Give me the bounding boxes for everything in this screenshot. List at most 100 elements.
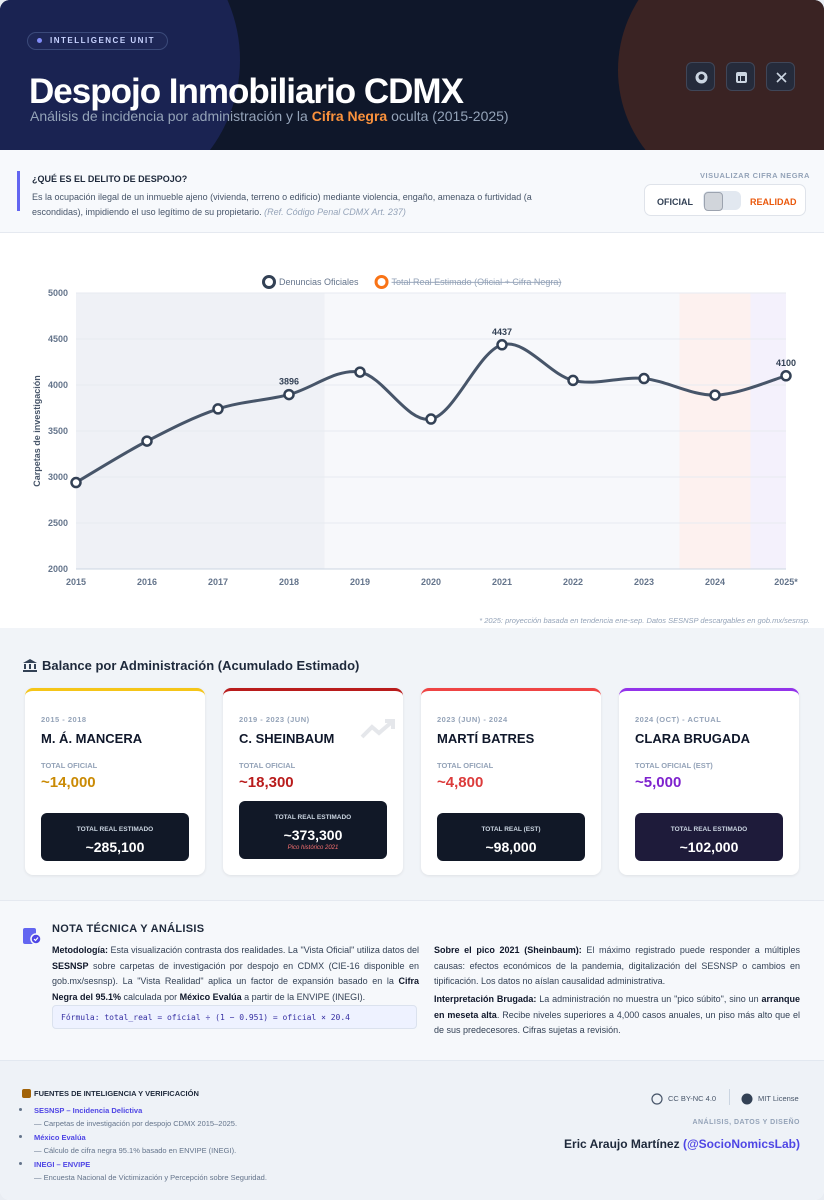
subtitle-text: Análisis de incidencia por administració…	[30, 108, 308, 124]
x-tick-label: 2018	[279, 577, 299, 587]
y-tick-label: 2000	[48, 564, 68, 574]
badge: INTELLIGENCE UNIT	[27, 32, 169, 50]
note-icon	[23, 928, 42, 945]
decor-circle	[0, 0, 240, 150]
credit-label: ANÁLISIS, DATOS Y DISEÑO	[692, 1119, 800, 1126]
y-axis-title: Carpetas de investigación	[32, 375, 42, 487]
legend-label: Total Real Estimado (Oficial + Cifra Neg…	[392, 277, 562, 287]
chart-section: 2000 2500 3000 3500 4000 4500 5000 2015 2016 2017…	[0, 233, 824, 628]
license: MIT License	[758, 1094, 799, 1103]
title: Despojo Inmobiliario CDMX	[29, 72, 464, 111]
note-title: NOTA TÉCNICA Y ANÁLISIS	[52, 923, 205, 935]
definition: ¿QUÉ ES EL DELITO DE DESPOJO? Es la ocup…	[0, 150, 824, 233]
source-name: SESNSP – Incidencia Delictiva	[34, 1106, 143, 1115]
source-item: México Evalúa — Cálculo de cifra negra 95…	[18, 1133, 237, 1155]
source-desc: — Carpetas de investigación por despojo …	[34, 1119, 238, 1128]
data-point	[567, 374, 579, 387]
definition-text: Es la ocupación ilegal de un inmueble aj…	[32, 190, 552, 220]
legend-marker	[374, 275, 389, 289]
source-item: SESNSP – Incidencia Delictiva — Carpetas …	[18, 1106, 238, 1128]
real-note: Pico histórico 2021	[287, 845, 339, 851]
card-period: 2023 (JUN) - 2024	[437, 715, 508, 724]
real-box: TOTAL REAL ESTIMADO ~373,300 Pico históric…	[239, 801, 387, 859]
text-segment: Esta visualización contrasta dos realida…	[108, 945, 419, 955]
data-point	[70, 476, 82, 489]
technical-note: NOTA TÉCNICA Y ANÁLISIS Metodología: Est…	[0, 900, 824, 1060]
card-name: MARTÍ BATRES	[437, 731, 535, 746]
data-point	[141, 435, 153, 447]
x-tick-label: 2024	[705, 577, 725, 587]
github-button[interactable]	[686, 62, 715, 91]
x-tick-label: 2025*	[774, 577, 798, 587]
trend-icon	[360, 719, 395, 739]
switch[interactable]	[703, 191, 741, 211]
subtitle-text: oculta (2015-2025)	[391, 108, 509, 124]
x-button[interactable]	[766, 62, 795, 91]
admin-card: 2023 (JUN) - 2024 MARTÍ BATRES TOTAL OFICI…	[421, 688, 601, 875]
text-segment: México Evalúa	[179, 991, 242, 1002]
linkedin-icon	[736, 72, 747, 83]
card-official-label: TOTAL OFICIAL (EST)	[635, 761, 713, 770]
legend-marker	[262, 275, 276, 289]
card-period: 2015 - 2018	[41, 715, 87, 724]
bank-icon	[23, 659, 37, 672]
real-label: TOTAL REAL ESTIMADO	[76, 826, 154, 833]
source-name: INEGI – ENVIPE	[34, 1160, 91, 1169]
note-paragraph: Metodología: Esta visualización contrast…	[52, 943, 419, 1005]
source-desc: — Cálculo de cifra negra 95.1% basado en…	[34, 1146, 237, 1155]
balance-title: Balance por Administración (Acumulado Es…	[42, 658, 360, 673]
card-official-label: TOTAL OFICIAL	[239, 761, 296, 770]
real-box: TOTAL REAL ESTIMADO ~285,100	[41, 813, 189, 861]
cc-icon	[651, 1093, 663, 1105]
header: INTELLIGENCE UNIT Despojo Inmobiliario C…	[0, 0, 824, 150]
text-segment: a partir de la ENVIPE (INEGI).	[241, 991, 366, 1002]
note-paragraph: Sobre el pico 2021 (Sheinbaum): El máxim…	[434, 943, 800, 990]
y-tick-label: 3500	[48, 426, 68, 436]
card-official-value: ~18,300	[239, 774, 294, 791]
card-name: M. Á. MANCERA	[41, 731, 143, 746]
text-segment: SESNSP	[52, 960, 89, 971]
admin-card: 2015 - 2018 M. Á. MANCERA TOTAL OFICIAL ~14…	[25, 688, 205, 875]
admin-card: 2024 (OCT) - ACTUAL CLARA BRUGADA TOTAL OF…	[619, 688, 799, 875]
footer: FUENTES DE INTELIGENCIA Y VERIFICACIÓN S…	[0, 1060, 824, 1200]
y-tick-label: 4500	[48, 334, 68, 344]
data-label: 4437	[492, 327, 512, 337]
definition-body: Es la ocupación ilegal de un inmueble aj…	[32, 192, 532, 217]
source-name: México Evalúa	[34, 1133, 86, 1142]
real-label: TOTAL REAL ESTIMADO	[274, 814, 352, 821]
toggle-option: REALIDAD	[750, 197, 797, 207]
text-segment: . Recibe niveles superiores a 4,000 caso…	[434, 1009, 800, 1036]
legend-label: Denuncias Oficiales	[279, 277, 359, 287]
trend-arrow	[360, 719, 395, 739]
card-period: 2024 (OCT) - ACTUAL	[635, 715, 722, 724]
real-value: ~285,100	[85, 839, 145, 855]
source-item: INEGI – ENVIPE — Encuesta Nacional de Vic…	[19, 1160, 267, 1182]
x-tick-label: 2022	[563, 577, 583, 587]
github-icon	[695, 71, 708, 84]
x-tick-label: 2021	[492, 577, 512, 587]
data-point	[212, 403, 224, 415]
x-tick-label: 2015	[66, 577, 86, 587]
footnote: * 2025: proyección basada en tendencia e…	[479, 616, 810, 625]
sources-title: FUENTES DE INTELIGENCIA Y VERIFICACIÓN	[34, 1089, 199, 1098]
author-name: Eric Araujo Martínez	[564, 1137, 680, 1151]
data-point	[354, 366, 366, 378]
linkedin-button[interactable]	[726, 62, 755, 91]
data-label: 4100	[776, 358, 796, 368]
text-segment: Metodología:	[52, 945, 108, 955]
license: CC BY-NC 4.0	[668, 1094, 717, 1103]
real-label: TOTAL REAL ESTIMADO	[670, 826, 748, 833]
y-tick-label: 3000	[48, 472, 68, 482]
text-segment: arranque en meseta alta	[434, 994, 800, 1020]
real-value: ~98,000	[485, 839, 537, 855]
card-official-label: TOTAL OFICIAL	[437, 761, 494, 770]
divider	[729, 1089, 730, 1105]
toggle[interactable]: OFICIAL REALIDAD	[644, 184, 806, 216]
card-name: C. SHEINBAUM	[239, 731, 335, 746]
toggle-label: VISUALIZAR CIFRA NEGRA	[700, 171, 810, 180]
y-tick-label: 5000	[48, 288, 68, 298]
data-point	[709, 389, 721, 401]
